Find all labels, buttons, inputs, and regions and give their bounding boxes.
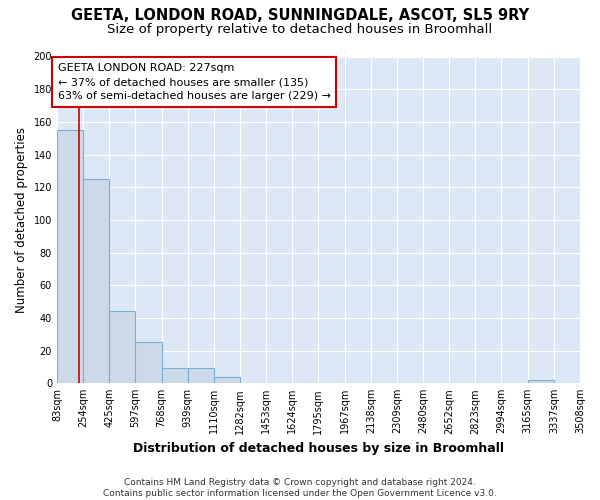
Y-axis label: Number of detached properties: Number of detached properties: [15, 127, 28, 313]
Text: Size of property relative to detached houses in Broomhall: Size of property relative to detached ho…: [107, 22, 493, 36]
Text: Contains HM Land Registry data © Crown copyright and database right 2024.
Contai: Contains HM Land Registry data © Crown c…: [103, 478, 497, 498]
Text: GEETA, LONDON ROAD, SUNNINGDALE, ASCOT, SL5 9RY: GEETA, LONDON ROAD, SUNNINGDALE, ASCOT, …: [71, 8, 529, 22]
X-axis label: Distribution of detached houses by size in Broomhall: Distribution of detached houses by size …: [133, 442, 504, 455]
Text: GEETA LONDON ROAD: 227sqm
← 37% of detached houses are smaller (135)
63% of semi: GEETA LONDON ROAD: 227sqm ← 37% of detac…: [58, 63, 331, 101]
Bar: [57, 130, 83, 383]
Bar: [161, 368, 188, 383]
Bar: [214, 376, 240, 383]
Bar: [109, 312, 135, 383]
Bar: [527, 380, 554, 383]
Bar: [188, 368, 214, 383]
Bar: [83, 179, 109, 383]
Bar: [136, 342, 161, 383]
